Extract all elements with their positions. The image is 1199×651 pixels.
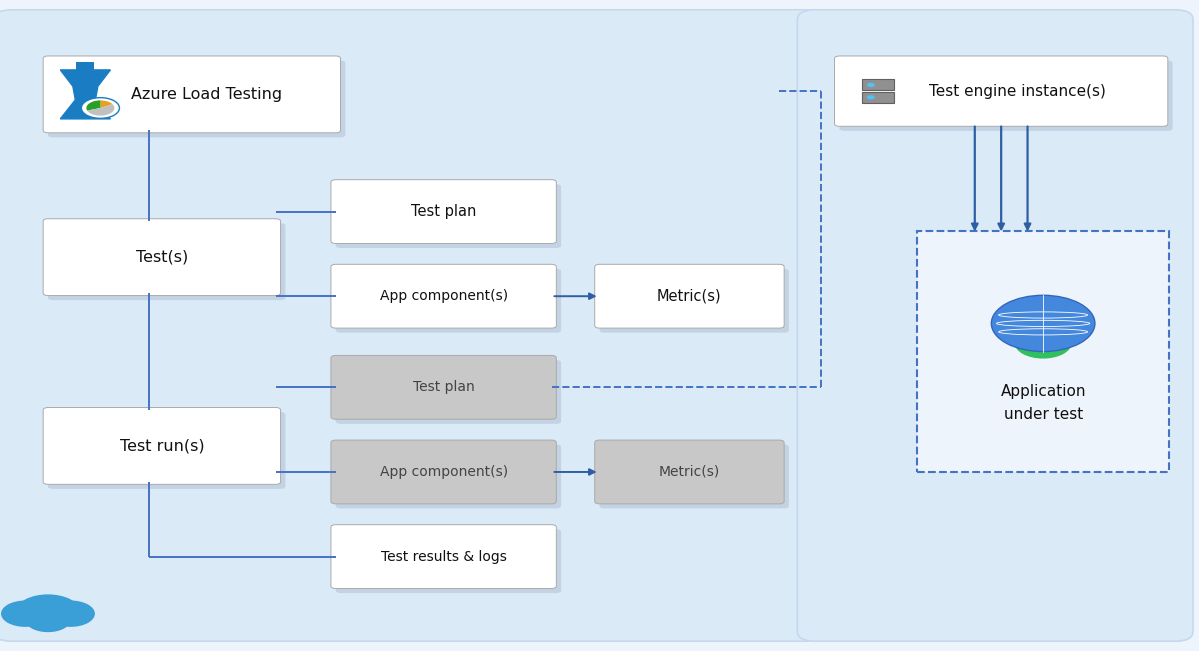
- FancyBboxPatch shape: [862, 79, 894, 90]
- FancyBboxPatch shape: [48, 223, 285, 300]
- Circle shape: [867, 83, 875, 87]
- Circle shape: [992, 296, 1095, 352]
- FancyBboxPatch shape: [336, 269, 561, 333]
- Text: Application
under test: Application under test: [1000, 385, 1086, 422]
- Circle shape: [1, 600, 49, 627]
- Text: Test plan: Test plan: [411, 204, 476, 219]
- FancyBboxPatch shape: [0, 10, 821, 641]
- FancyBboxPatch shape: [336, 529, 561, 593]
- Circle shape: [16, 594, 80, 630]
- FancyBboxPatch shape: [797, 10, 1193, 641]
- Circle shape: [1014, 327, 1072, 359]
- Circle shape: [47, 600, 95, 627]
- FancyBboxPatch shape: [48, 61, 345, 137]
- FancyBboxPatch shape: [336, 184, 561, 248]
- FancyBboxPatch shape: [331, 355, 556, 419]
- FancyBboxPatch shape: [77, 62, 95, 70]
- FancyBboxPatch shape: [331, 440, 556, 504]
- Wedge shape: [86, 100, 101, 111]
- Circle shape: [25, 607, 71, 632]
- FancyBboxPatch shape: [595, 264, 784, 328]
- Polygon shape: [60, 70, 110, 119]
- FancyBboxPatch shape: [839, 61, 1173, 131]
- FancyBboxPatch shape: [331, 264, 556, 328]
- Circle shape: [867, 95, 875, 100]
- Text: App component(s): App component(s): [380, 465, 507, 479]
- FancyBboxPatch shape: [48, 412, 285, 489]
- FancyBboxPatch shape: [595, 440, 784, 504]
- FancyBboxPatch shape: [331, 180, 556, 243]
- Text: App component(s): App component(s): [380, 289, 507, 303]
- FancyBboxPatch shape: [600, 269, 789, 333]
- Text: Test(s): Test(s): [135, 249, 188, 265]
- FancyBboxPatch shape: [331, 525, 556, 589]
- FancyBboxPatch shape: [43, 408, 281, 484]
- FancyBboxPatch shape: [600, 445, 789, 508]
- Text: Metric(s): Metric(s): [657, 288, 722, 304]
- Text: Metric(s): Metric(s): [658, 465, 721, 479]
- FancyBboxPatch shape: [336, 445, 561, 508]
- FancyBboxPatch shape: [835, 56, 1168, 126]
- FancyBboxPatch shape: [862, 92, 894, 103]
- FancyBboxPatch shape: [43, 219, 281, 296]
- FancyBboxPatch shape: [43, 56, 341, 133]
- Wedge shape: [101, 100, 113, 108]
- Text: Test run(s): Test run(s): [120, 438, 204, 454]
- Circle shape: [82, 98, 120, 118]
- Text: Test results & logs: Test results & logs: [381, 549, 506, 564]
- FancyBboxPatch shape: [917, 231, 1169, 472]
- Text: Test engine instance(s): Test engine instance(s): [929, 83, 1105, 99]
- Wedge shape: [88, 104, 114, 116]
- FancyBboxPatch shape: [336, 360, 561, 424]
- Text: Azure Load Testing: Azure Load Testing: [131, 87, 282, 102]
- Text: Test plan: Test plan: [412, 380, 475, 395]
